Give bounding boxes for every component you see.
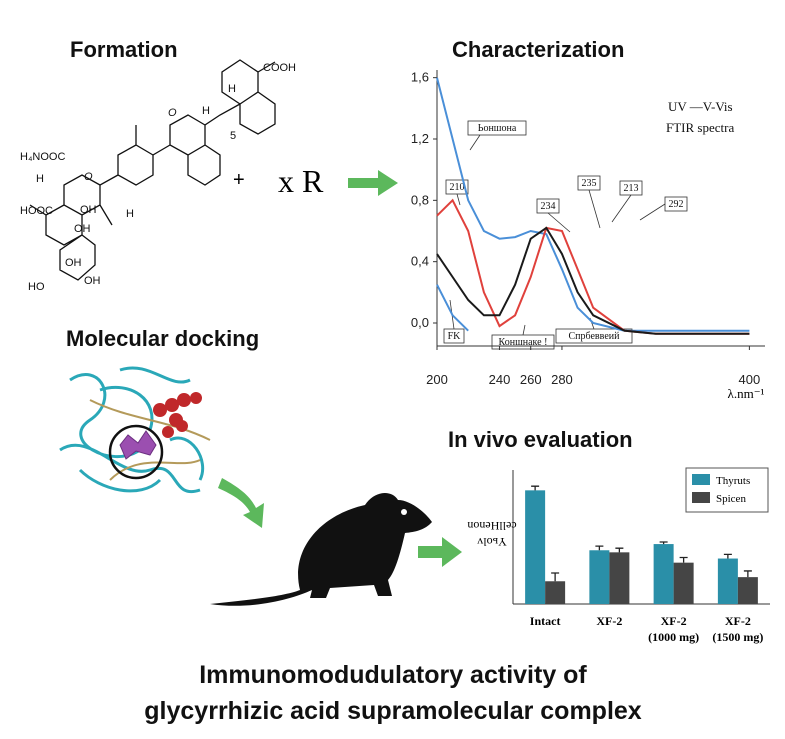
peak-label: 210 — [450, 182, 465, 193]
bar — [717, 558, 738, 604]
y-tick-label: 0,0 — [411, 315, 429, 330]
bonds — [29, 59, 276, 281]
bar — [545, 581, 566, 604]
annotation: UV —V-Vis — [668, 99, 733, 114]
bar — [673, 562, 694, 604]
peak-label: FK — [448, 331, 462, 342]
x-axis-label: λ.nm⁻¹ — [728, 386, 765, 401]
headings: Formation Characterization Molecular doc… — [66, 37, 642, 725]
title: Immunomodudulatory activity of — [199, 661, 587, 689]
error-bar — [531, 485, 540, 491]
legend-swatch — [692, 474, 710, 485]
x-tick-label: XF-2 — [661, 614, 687, 628]
y-tick-label: 1,6 — [411, 70, 429, 85]
heading: In vivo evaluation — [448, 427, 633, 452]
plus: + — [233, 169, 245, 191]
atom-label: 5 — [230, 130, 236, 142]
atom-label: HO — [28, 281, 45, 293]
peak-label: Ьоншона — [478, 123, 517, 134]
error-bar — [551, 572, 560, 582]
spectrum-line — [436, 226, 750, 335]
x-tick-label: 280 — [551, 372, 573, 387]
bar — [737, 577, 758, 604]
mouse — [210, 493, 432, 606]
atom-label: HOOC — [20, 205, 53, 217]
bar — [589, 550, 610, 604]
peak-label: 235 — [582, 178, 597, 189]
bar — [525, 490, 546, 604]
binding-site — [108, 424, 164, 480]
error-bar — [615, 547, 624, 553]
heading: Formation — [70, 37, 178, 62]
heading: Characterization — [452, 37, 624, 62]
atom-label: H₄NOOC — [20, 151, 65, 163]
error-bar — [595, 545, 604, 551]
spectrum-line — [436, 77, 750, 332]
x-tick-label: (1500 mg) — [712, 630, 763, 644]
atom-label: OH — [74, 223, 91, 235]
heading: Molecular docking — [66, 326, 259, 351]
atom-label: COOH — [263, 62, 296, 74]
error-bar — [659, 541, 668, 545]
x-tick-label: 260 — [520, 372, 542, 387]
atom-label: OH — [80, 204, 97, 216]
y-axis-label: Yьolv cellHenon — [467, 519, 516, 549]
y-tick-label: 1,2 — [411, 131, 429, 146]
y-tick-label: 0,4 — [411, 254, 429, 269]
x-tick-label: XF-2 — [596, 614, 622, 628]
atom-label: O — [84, 171, 93, 183]
spectrum-annotations: UV —V-Vis FTIR spectra Ьоншона 210 234 2… — [443, 99, 734, 350]
atom-label: H — [36, 173, 44, 185]
x-tick-label: 240 — [489, 372, 511, 387]
x-tick-label: XF-2 — [725, 614, 751, 628]
molecule: COOH H O H 5 H₄NOOC H O HOOC OH H OH OH … — [20, 59, 324, 293]
annotation: FTIR spectra — [666, 120, 734, 135]
arrow — [218, 478, 264, 528]
mouse-eye — [401, 509, 407, 515]
atom-label: H — [202, 105, 210, 117]
arrows — [218, 170, 462, 567]
atom-label: OH — [84, 275, 101, 287]
title: glycyrrhizic acid supramolecular complex — [144, 697, 642, 725]
x-tick-label: 400 — [739, 372, 761, 387]
y-tick-label: 0,8 — [411, 192, 429, 207]
legend-label: Thyruts — [716, 475, 750, 487]
helix — [153, 392, 202, 438]
peak-label: Спрбеввеий — [569, 331, 621, 342]
peak-label: 292 — [669, 199, 684, 210]
arrow — [418, 537, 462, 567]
ribbon — [59, 366, 205, 494]
atom-label: OH — [65, 257, 82, 269]
reagent: x R — [278, 163, 324, 199]
x-tick-label: (1000 mg) — [648, 630, 699, 644]
peak-label: Коншнаке ! — [499, 337, 548, 348]
x-tick-label: Intact — [530, 614, 561, 628]
y-axis-label: cellHenon — [467, 519, 516, 533]
x-tick-label: 200 — [426, 372, 448, 387]
peak-label: 213 — [624, 183, 639, 194]
spectrum-line — [436, 284, 469, 332]
atom-label: O — [168, 107, 177, 119]
atom-label: H — [126, 208, 134, 220]
peak-label: 234 — [541, 201, 556, 212]
atom-label: H — [228, 83, 236, 95]
ligand — [119, 430, 157, 460]
error-bar — [743, 570, 752, 578]
bar — [653, 544, 674, 604]
protein — [59, 366, 211, 494]
arrow — [348, 170, 398, 196]
bar — [609, 552, 630, 604]
legend-label: Spicen — [716, 493, 746, 505]
y-axis-label: Yьolv — [477, 535, 506, 549]
error-bar — [679, 556, 688, 563]
legend-swatch — [692, 492, 710, 503]
error-bar — [723, 553, 732, 559]
